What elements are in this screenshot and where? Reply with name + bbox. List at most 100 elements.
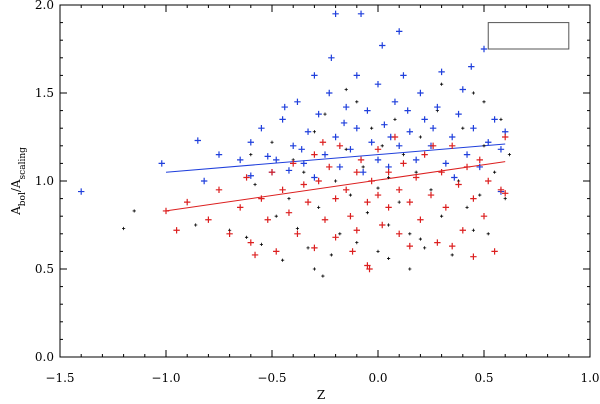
data-point — [485, 177, 492, 185]
data-point — [285, 209, 293, 216]
data-point — [412, 174, 420, 181]
data-point — [311, 72, 318, 79]
y-tick-label: 1.0 — [35, 174, 54, 188]
x-axis-label: Z — [317, 388, 325, 402]
data-point — [418, 237, 422, 241]
data-point — [391, 98, 399, 105]
data-point — [421, 151, 428, 158]
data-point — [429, 125, 437, 132]
data-point — [470, 253, 477, 260]
data-point — [365, 211, 369, 215]
data-point — [440, 214, 444, 218]
data-point — [461, 126, 465, 130]
y-axis: 0.0 0.5 1.0 1.5 2.0 — [35, 0, 590, 364]
data-point — [417, 89, 424, 97]
data-point — [434, 239, 441, 246]
data-point — [471, 228, 475, 232]
data-point — [463, 163, 471, 171]
data-point — [450, 253, 454, 257]
data-point — [302, 170, 306, 174]
data-point — [491, 116, 498, 123]
data-point — [486, 232, 490, 236]
plot-area — [59, 4, 591, 358]
data-point — [400, 72, 407, 79]
data-point — [328, 54, 335, 61]
data-point — [340, 119, 348, 127]
data-point — [311, 174, 318, 181]
data-point — [273, 156, 280, 164]
data-point — [408, 232, 412, 236]
data-point — [294, 98, 301, 105]
data-point — [379, 221, 386, 229]
data-point — [258, 125, 265, 132]
data-point — [334, 179, 338, 183]
data-point — [480, 45, 488, 53]
x-tick-label: −1.5 — [45, 371, 74, 385]
data-point — [423, 246, 427, 250]
data-point — [404, 107, 411, 114]
data-point — [247, 239, 254, 246]
data-point — [78, 188, 85, 195]
data-point — [353, 169, 360, 176]
data-point — [455, 181, 462, 188]
data-point — [343, 103, 350, 111]
data-point — [244, 235, 249, 239]
data-point — [396, 142, 403, 149]
data-point — [499, 117, 503, 121]
data-point — [374, 156, 382, 164]
y-tick-label: 1.5 — [35, 86, 54, 100]
data-point — [385, 204, 392, 211]
data-point — [368, 177, 375, 185]
data-point — [374, 81, 382, 88]
data-point — [406, 242, 413, 250]
data-point — [380, 144, 384, 148]
data-point — [332, 10, 339, 17]
data-point — [497, 146, 505, 153]
data-point — [294, 230, 301, 237]
data-point — [205, 216, 212, 223]
data-point — [434, 103, 441, 111]
data-point — [507, 153, 512, 157]
data-point — [442, 160, 450, 167]
data-point — [332, 234, 339, 241]
data-point — [237, 156, 244, 164]
data-point — [226, 230, 233, 237]
data-point — [132, 209, 136, 213]
data-point — [459, 227, 466, 234]
data-point — [268, 169, 276, 176]
y-label-separator: / — [9, 187, 23, 192]
data-point — [482, 100, 486, 104]
data-point — [465, 205, 469, 209]
data-point — [361, 165, 365, 169]
data-point — [279, 186, 286, 193]
legend-box — [487, 22, 570, 50]
data-point — [429, 188, 433, 192]
data-point — [259, 242, 263, 246]
data-point — [312, 130, 316, 134]
data-point — [321, 216, 329, 223]
data-point — [321, 274, 325, 278]
data-point — [243, 174, 250, 181]
y-axis-label: Abol/Ascaling — [9, 147, 28, 216]
data-point — [264, 153, 271, 160]
data-point — [332, 195, 339, 202]
data-point — [355, 241, 359, 245]
data-point — [315, 177, 322, 185]
data-point — [374, 146, 382, 153]
data-point — [338, 232, 342, 236]
data-point — [315, 110, 322, 118]
fit-line — [165, 143, 506, 173]
data-point — [387, 256, 391, 261]
y-label-main-a2: A — [9, 179, 23, 189]
data-point — [281, 103, 288, 111]
data-point — [379, 42, 386, 49]
data-point — [355, 100, 359, 104]
y-label-main-a: A — [9, 206, 23, 216]
data-point — [408, 267, 412, 271]
data-point — [312, 267, 316, 271]
data-point — [393, 117, 397, 121]
data-point — [438, 169, 445, 176]
data-point — [396, 230, 403, 237]
data-point — [319, 139, 327, 146]
data-point — [300, 181, 307, 188]
